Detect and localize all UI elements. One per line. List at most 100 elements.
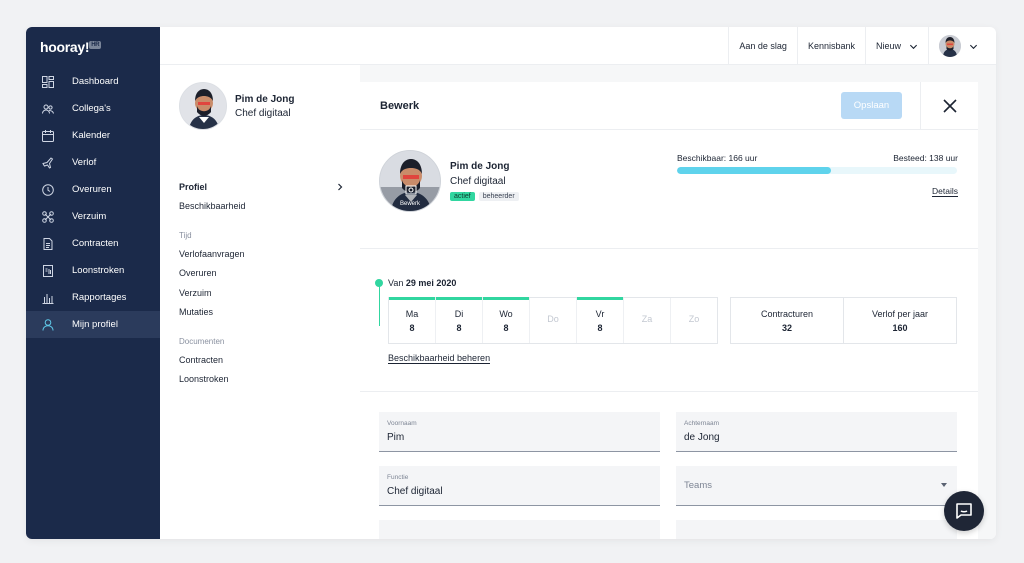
chevron-down-icon <box>909 44 918 49</box>
chevron-right-icon <box>338 183 343 191</box>
day-name: Wo <box>499 308 513 319</box>
plane-icon <box>41 156 54 169</box>
sidebar-item-overtime[interactable]: Overuren <box>26 176 160 203</box>
hours-progress-fill <box>677 167 831 174</box>
edit-panel: Bewerk Opslaan Bewerk Pim de Jong Chef d… <box>360 82 978 539</box>
day-name: Ma <box>405 308 419 319</box>
chat-icon <box>956 503 972 519</box>
profile-role: Chef digitaal <box>235 107 291 119</box>
day-name: Di <box>454 308 464 319</box>
first-name-field[interactable]: Voornaam Pim <box>379 412 660 452</box>
form-field-next-left[interactable] <box>379 520 660 539</box>
day-hours: 8 <box>456 322 462 333</box>
field-label: Achternaam <box>684 420 720 427</box>
field-value: de Jong <box>684 432 720 443</box>
sidebar-item-payslips[interactable]: Loonstroken <box>26 257 160 284</box>
close-icon <box>942 99 957 113</box>
stat-label: Verlof per jaar <box>871 308 929 319</box>
dashboard-icon <box>41 75 54 88</box>
get-started-link[interactable]: Aan de slag <box>728 27 797 65</box>
avatar-edit-label: Bewerk <box>399 201 420 207</box>
contract-stats: Contracturen 32 Verlof per jaar 160 <box>730 297 957 344</box>
sidebar-item-label: Dashboard <box>72 76 119 87</box>
status-badge-active: actief <box>450 192 475 201</box>
availability-card: Van 29 mei 2020 Ma 8 Di 8 Wo 8 Do Vr 8 Za Zo Contr… <box>360 250 978 392</box>
last-name-field[interactable]: Achternaam de Jong <box>676 412 957 452</box>
user-menu[interactable] <box>928 27 996 65</box>
details-link[interactable]: Details <box>932 186 958 197</box>
bar-chart-icon <box>41 291 54 304</box>
main-area: Bewerk Opslaan Bewerk Pim de Jong Chef d… <box>360 65 996 539</box>
new-dropdown[interactable]: Nieuw <box>864 27 928 65</box>
leave-per-year-stat: Verlof per jaar 160 <box>844 298 956 343</box>
day-name: Zo <box>688 313 700 324</box>
week-schedule: Ma 8 Di 8 Wo 8 Do Vr 8 Za Zo <box>388 297 718 344</box>
sidebar-item-dashboard[interactable]: Dashboard <box>26 68 160 95</box>
sidebar-item-label: Overuren <box>72 184 112 195</box>
stat-value: 32 <box>781 322 792 333</box>
sidebar-item-leave[interactable]: Verlof <box>26 149 160 176</box>
sidebar-nav: Dashboard Collega's Kalender Verlof Over… <box>26 68 160 338</box>
badges: actief beheerder <box>450 192 519 201</box>
sidebar-item-calendar[interactable]: Kalender <box>26 122 160 149</box>
subnav-item-contracts[interactable]: Contracten <box>179 350 344 370</box>
knowledge-base-label: Kennisbank <box>807 41 855 51</box>
app-window: hooray! HR Dashboard Collega's Kalender V… <box>26 27 996 539</box>
get-started-label: Aan de slag <box>739 41 787 51</box>
manage-availability-link[interactable]: Beschikbaarheid beheren <box>388 353 491 364</box>
day-cell: Zo <box>671 298 717 343</box>
topbar: Aan de slag Kennisbank Nieuw <box>160 27 996 65</box>
form-field-next-right[interactable] <box>676 520 957 539</box>
sidebar-item-label: Loonstroken <box>72 265 125 276</box>
logo[interactable]: hooray! HR <box>40 39 102 55</box>
sidebar-item-label: Kalender <box>72 130 111 141</box>
subnav-item-payslips[interactable]: Loonstroken <box>179 370 344 390</box>
profile-header: Pim de Jong Chef digitaal <box>179 82 294 130</box>
subnav-item-absence[interactable]: Verzuim <box>179 283 344 303</box>
subnav-item-overtime[interactable]: Overuren <box>179 264 344 284</box>
subnav-item-label: Beschikbaarheid <box>179 201 246 212</box>
profile-name: Pim de Jong <box>235 93 295 105</box>
subnav-item-label: Contracten <box>179 354 224 365</box>
bandage-icon <box>41 210 54 223</box>
sidebar-item-label: Rapportages <box>72 292 127 303</box>
avatar-edit[interactable]: Bewerk <box>379 150 441 212</box>
save-button[interactable]: Opslaan <box>841 92 902 119</box>
teams-select[interactable]: Teams <box>676 466 957 506</box>
spent-hours-label: Besteed: 138 uur <box>893 153 958 163</box>
new-label: Nieuw <box>875 41 901 51</box>
day-cell: Za <box>624 298 671 343</box>
subnav-item-mutations[interactable]: Mutaties <box>179 303 344 323</box>
calendar-icon <box>41 129 54 142</box>
function-field[interactable]: Functie Chef digitaal <box>379 466 660 506</box>
panel-header: Bewerk Opslaan <box>360 82 978 130</box>
sidebar-item-colleagues[interactable]: Collega's <box>26 95 160 122</box>
day-hours: 8 <box>503 322 509 333</box>
subnav-item-profile[interactable]: Profiel <box>179 177 344 197</box>
chat-button[interactable] <box>944 491 984 531</box>
profile-subnav: Pim de Jong Chef digitaal Profiel Beschi… <box>160 65 360 539</box>
from-prefix: Van <box>388 278 404 288</box>
day-hours: 8 <box>597 322 603 333</box>
sidebar-item-label: Verzuim <box>72 211 107 222</box>
sidebar-item-contracts[interactable]: Contracten <box>26 230 160 257</box>
stat-value: 160 <box>892 322 908 333</box>
subnav-item-leave-requests[interactable]: Verlofaanvragen <box>179 244 344 264</box>
day-cell: Do <box>530 298 577 343</box>
sidebar-item-my-profile[interactable]: Mijn profiel <box>26 311 160 338</box>
subnav-item-availability[interactable]: Beschikbaarheid <box>179 197 344 217</box>
sidebar-item-absence[interactable]: Verzuim <box>26 203 160 230</box>
day-name: Do <box>547 313 559 324</box>
sidebar-item-label: Verlof <box>72 157 97 168</box>
user-icon <box>41 318 54 331</box>
caret-down-icon <box>941 483 947 487</box>
people-icon <box>41 102 54 115</box>
field-label: Functie <box>387 474 409 481</box>
knowledge-base-link[interactable]: Kennisbank <box>796 27 865 65</box>
subnav-list: Profiel Beschikbaarheid Tijd Verlofaanvr… <box>179 177 344 389</box>
availability-from: Van 29 mei 2020 <box>388 278 456 288</box>
field-value: Pim <box>387 432 405 443</box>
clock-icon <box>41 183 54 196</box>
sidebar-item-reports[interactable]: Rapportages <box>26 284 160 311</box>
close-button[interactable] <box>920 82 978 130</box>
